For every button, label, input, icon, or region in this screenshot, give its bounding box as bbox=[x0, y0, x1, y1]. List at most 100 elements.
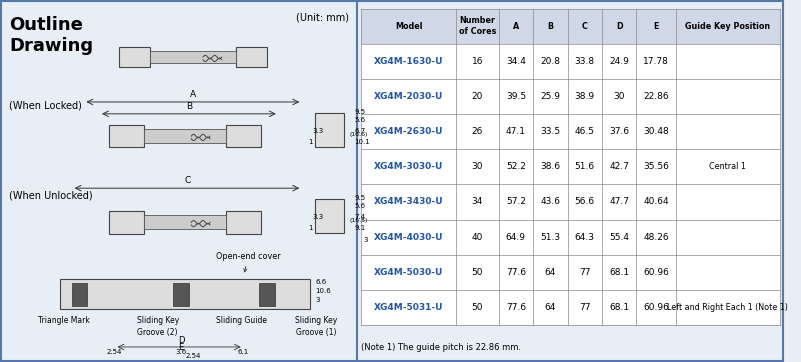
Text: Triangle Mark: Triangle Mark bbox=[38, 316, 90, 325]
Text: 64: 64 bbox=[545, 268, 556, 277]
Text: 30: 30 bbox=[472, 162, 483, 171]
Text: 68.1: 68.1 bbox=[610, 303, 630, 312]
Text: Model: Model bbox=[395, 22, 422, 31]
Text: 20.8: 20.8 bbox=[541, 57, 561, 66]
Text: 68.1: 68.1 bbox=[610, 268, 630, 277]
Text: 51.6: 51.6 bbox=[574, 162, 595, 171]
Text: 64.3: 64.3 bbox=[575, 233, 595, 242]
Text: 56.6: 56.6 bbox=[574, 198, 595, 206]
Text: 39.5: 39.5 bbox=[505, 92, 526, 101]
Text: Sliding Key
Groove (1): Sliding Key Groove (1) bbox=[295, 316, 337, 337]
Text: 10.6: 10.6 bbox=[316, 289, 332, 294]
Text: 30: 30 bbox=[614, 92, 625, 101]
Text: XG4M-5031-U: XG4M-5031-U bbox=[374, 303, 443, 312]
Text: Left and Right Each 1 (Note 1): Left and Right Each 1 (Note 1) bbox=[667, 303, 788, 312]
Bar bbox=[227, 125, 261, 147]
Text: 50: 50 bbox=[472, 303, 483, 312]
Text: Sliding Guide: Sliding Guide bbox=[215, 316, 267, 325]
Text: 60.96: 60.96 bbox=[643, 303, 670, 312]
Text: XG4M-1630-U: XG4M-1630-U bbox=[374, 57, 443, 66]
Text: 77.6: 77.6 bbox=[505, 303, 526, 312]
Text: 33.8: 33.8 bbox=[574, 57, 595, 66]
Text: 43.6: 43.6 bbox=[541, 198, 561, 206]
Bar bbox=[173, 283, 189, 306]
Text: 9.5: 9.5 bbox=[355, 109, 366, 115]
Text: B: B bbox=[186, 102, 192, 111]
Text: XG4M-2630-U: XG4M-2630-U bbox=[374, 127, 443, 136]
Text: 77: 77 bbox=[579, 268, 590, 277]
Text: 3.3: 3.3 bbox=[312, 214, 324, 220]
Text: 46.5: 46.5 bbox=[575, 127, 595, 136]
Bar bbox=[150, 51, 236, 63]
Text: 6.7: 6.7 bbox=[355, 127, 366, 134]
Text: XG4M-4030-U: XG4M-4030-U bbox=[374, 233, 443, 242]
Text: 16: 16 bbox=[472, 57, 483, 66]
Text: 34.4: 34.4 bbox=[506, 57, 525, 66]
Text: 38.6: 38.6 bbox=[540, 162, 561, 171]
Text: 37.6: 37.6 bbox=[610, 127, 630, 136]
Bar bbox=[360, 9, 779, 44]
Text: (16.5): (16.5) bbox=[349, 218, 368, 223]
Text: 55.4: 55.4 bbox=[610, 233, 630, 242]
Text: 42.7: 42.7 bbox=[610, 162, 629, 171]
Text: 3.3: 3.3 bbox=[312, 127, 324, 134]
Text: 64: 64 bbox=[545, 303, 556, 312]
Text: 50: 50 bbox=[472, 268, 483, 277]
Text: E: E bbox=[654, 22, 659, 31]
Text: 48.26: 48.26 bbox=[643, 233, 669, 242]
Text: 64.9: 64.9 bbox=[506, 233, 526, 242]
Text: 35.56: 35.56 bbox=[643, 162, 670, 171]
Text: D: D bbox=[178, 336, 184, 345]
Text: Central 1: Central 1 bbox=[710, 162, 747, 171]
Text: 22.86: 22.86 bbox=[643, 92, 669, 101]
Text: 7.4: 7.4 bbox=[355, 214, 366, 220]
Bar bbox=[72, 283, 87, 306]
Text: 10.1: 10.1 bbox=[355, 139, 370, 145]
Text: (When Locked): (When Locked) bbox=[9, 101, 82, 110]
Text: 40: 40 bbox=[472, 233, 483, 242]
Bar bbox=[109, 211, 143, 233]
Text: 47.1: 47.1 bbox=[506, 127, 526, 136]
Text: 34: 34 bbox=[472, 198, 483, 206]
Text: 30.48: 30.48 bbox=[643, 127, 669, 136]
Text: 51.3: 51.3 bbox=[540, 233, 561, 242]
Text: Open-end cover: Open-end cover bbox=[216, 252, 281, 272]
Text: Number
of Cores: Number of Cores bbox=[459, 16, 496, 36]
Text: 26: 26 bbox=[472, 127, 483, 136]
Text: 9.1: 9.1 bbox=[355, 225, 366, 231]
Text: A: A bbox=[513, 22, 519, 31]
Text: XG4M-3430-U: XG4M-3430-U bbox=[374, 198, 443, 206]
Bar bbox=[143, 215, 227, 229]
Text: 5.6: 5.6 bbox=[355, 117, 366, 123]
Text: XG4M-3030-U: XG4M-3030-U bbox=[374, 162, 443, 171]
Text: 77.6: 77.6 bbox=[505, 268, 526, 277]
Bar bbox=[143, 129, 227, 143]
Text: 1: 1 bbox=[308, 139, 312, 145]
Bar bbox=[260, 283, 275, 306]
Text: 2.54: 2.54 bbox=[185, 353, 200, 359]
Text: A: A bbox=[190, 90, 196, 99]
Text: XG4M-2030-U: XG4M-2030-U bbox=[374, 92, 443, 101]
Text: D: D bbox=[616, 22, 622, 31]
Text: 25.9: 25.9 bbox=[541, 92, 561, 101]
Text: 5.6: 5.6 bbox=[355, 203, 366, 209]
Text: 2.54: 2.54 bbox=[107, 349, 123, 355]
Bar bbox=[360, 184, 779, 220]
Bar bbox=[360, 114, 779, 149]
Text: 6.6: 6.6 bbox=[316, 279, 327, 285]
Text: (16.6): (16.6) bbox=[349, 132, 368, 137]
Text: 3: 3 bbox=[316, 297, 320, 303]
Text: 3: 3 bbox=[363, 237, 368, 243]
Bar bbox=[360, 255, 779, 290]
Text: Sliding Key
Groove (2): Sliding Key Groove (2) bbox=[136, 316, 179, 337]
Text: 40.64: 40.64 bbox=[643, 198, 669, 206]
Text: 24.9: 24.9 bbox=[610, 57, 629, 66]
Bar bbox=[227, 211, 261, 233]
Text: XG4M-5030-U: XG4M-5030-U bbox=[374, 268, 443, 277]
Text: B: B bbox=[547, 22, 553, 31]
Text: 9.5: 9.5 bbox=[355, 195, 366, 201]
Text: 77: 77 bbox=[579, 303, 590, 312]
Text: E: E bbox=[179, 343, 183, 352]
Text: 33.5: 33.5 bbox=[540, 127, 561, 136]
Bar bbox=[60, 279, 310, 309]
